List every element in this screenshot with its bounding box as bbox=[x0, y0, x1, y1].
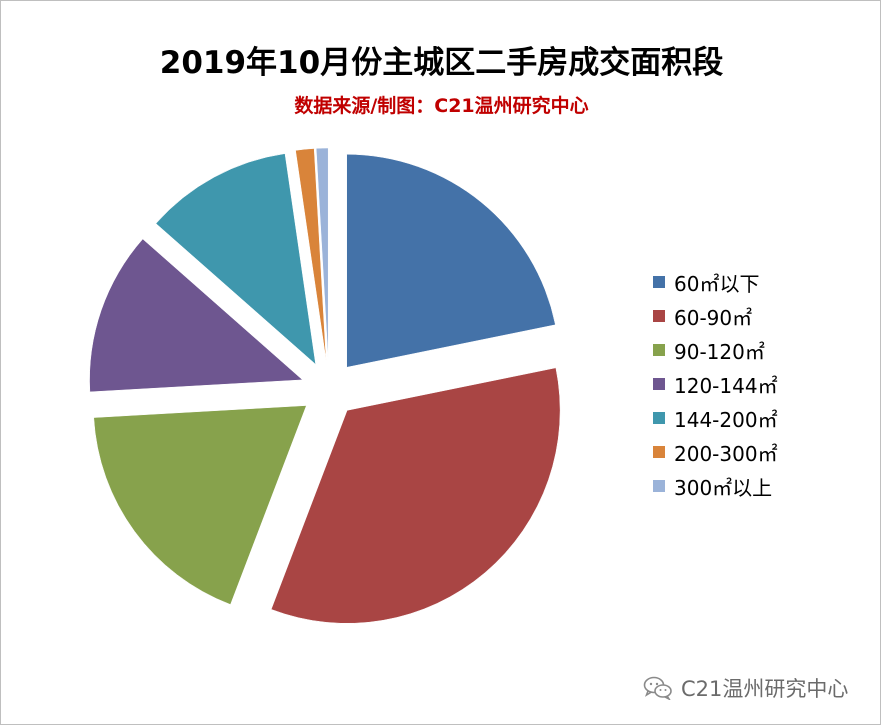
wechat-icon bbox=[643, 676, 672, 700]
legend-item: 200-300㎡ bbox=[653, 435, 778, 469]
chart-subtitle: 数据来源/制图：C21温州研究中心 bbox=[294, 95, 589, 117]
legend-swatch bbox=[653, 378, 665, 390]
pie-slice-5 bbox=[155, 153, 317, 366]
legend-swatch bbox=[653, 480, 665, 492]
pie-slice-1 bbox=[346, 154, 556, 368]
legend-item: 60-90㎡ bbox=[653, 299, 778, 333]
legend-item: 90-120㎡ bbox=[653, 333, 778, 367]
legend-swatch bbox=[653, 344, 665, 356]
legend-swatch bbox=[653, 276, 665, 288]
pie-slice-3 bbox=[93, 405, 307, 605]
legend-label: 120-144㎡ bbox=[674, 373, 778, 398]
pie-slice-4 bbox=[89, 238, 304, 393]
legend-item: 120-144㎡ bbox=[653, 367, 778, 401]
legend-swatch bbox=[653, 412, 665, 424]
chart-legend: 60㎡以下 60-90㎡ 90-120㎡ 120-144㎡ 144-200㎡ 200-30… bbox=[653, 265, 778, 503]
watermark-text: C21温州研究中心 bbox=[681, 677, 849, 701]
watermark: C21温州研究中心 bbox=[643, 673, 848, 703]
legend-label: 200-300㎡ bbox=[674, 441, 778, 466]
legend-item: 300㎡以上 bbox=[653, 469, 778, 503]
legend-item: 144-200㎡ bbox=[653, 401, 778, 435]
legend-swatch bbox=[653, 310, 665, 322]
legend-label: 60㎡以下 bbox=[674, 271, 760, 296]
legend-swatch bbox=[653, 446, 665, 458]
legend-label: 300㎡以上 bbox=[674, 475, 773, 500]
legend-label: 60-90㎡ bbox=[674, 305, 753, 330]
pie-slice-6 bbox=[295, 148, 327, 362]
legend-item: 60㎡以下 bbox=[653, 265, 778, 299]
legend-label: 90-120㎡ bbox=[674, 339, 765, 364]
chart-title: 2019年10月份主城区二手房成交面积段 bbox=[159, 45, 724, 81]
pie-slice-2 bbox=[270, 367, 561, 624]
pie-slice-7 bbox=[315, 147, 329, 362]
legend-label: 144-200㎡ bbox=[674, 407, 778, 432]
